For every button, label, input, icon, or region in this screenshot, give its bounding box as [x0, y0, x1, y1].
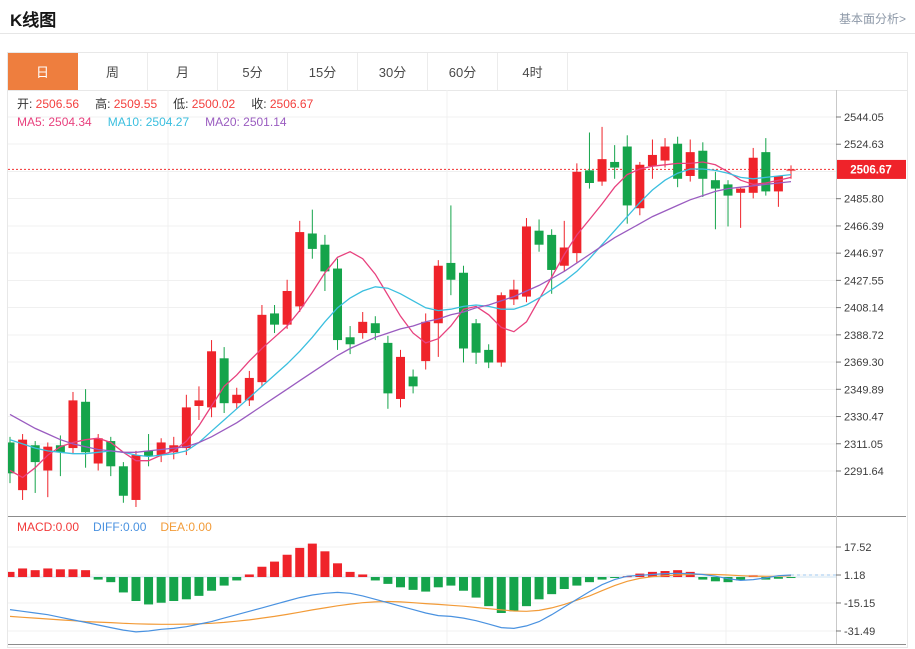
ohlc-item-value: 2506.67 — [266, 97, 314, 111]
price-axis-label: 2349.89 — [844, 384, 884, 396]
macd-legend-item-1: DIFF:0.00 — [93, 520, 147, 534]
page-title: K线图 — [10, 11, 57, 30]
dea-line — [9, 573, 792, 625]
kline-widget: 日周月 5分 15分 30分 60分 4时 开: 2506.56 高: 2509.55 低: … — [7, 52, 908, 648]
ma-item-value: 2501.14 — [239, 115, 287, 129]
ohlc-item-3: 收: 2506.67 — [251, 97, 313, 111]
ma-legend: MA5: 2504.34 MA10: 2504.27 MA20: 2501.14 — [17, 115, 303, 129]
macd-axis-label: -15.15 — [844, 598, 875, 610]
ma-item-value: 2504.27 — [142, 115, 190, 129]
ohlc-item-2: 低: 2500.02 — [173, 97, 235, 111]
tab-1w[interactable]: 周 — [78, 53, 148, 90]
fundamental-analysis-link[interactable]: 基本面分析> — [838, 12, 906, 26]
price-axis-label: 2291.64 — [844, 466, 884, 478]
tab-60m[interactable]: 60分 — [428, 53, 498, 90]
price-axis-labels: 2544.05 2524.63 2485.80 2466.39 2446.97 2427.… — [836, 112, 884, 638]
macd-legend: MACD:0.00 DIFF:0.00 DEA:0.00 — [17, 520, 226, 534]
macd-axis-label: -31.49 — [844, 626, 875, 638]
price-axis-label: 2388.72 — [844, 330, 884, 342]
ohlc-item-label: 开: — [17, 97, 33, 111]
ohlc-item-label: 收: — [251, 97, 267, 111]
ohlc-item-label: 高: — [95, 97, 111, 111]
price-axis-label: 2485.80 — [844, 194, 884, 206]
ma5-line — [9, 161, 792, 479]
diff-line — [9, 572, 792, 633]
price-axis-label: 2408.14 — [844, 303, 884, 315]
ma-item-1: MA10: 2504.27 — [108, 115, 189, 129]
price-axis-label: 2330.47 — [844, 412, 884, 424]
ma-item-2: MA20: 2501.14 — [205, 115, 286, 129]
price-axis-label: 2446.97 — [844, 248, 884, 260]
title-divider — [0, 33, 915, 34]
kline-chart-canvas[interactable]: 2544.05 2524.63 2485.80 2466.39 2446.97 2427.… — [8, 90, 907, 646]
macd-axis-label: 1.18 — [844, 570, 865, 582]
price-axis-label: 2427.55 — [844, 275, 884, 287]
ohlc-item-value: 2509.55 — [110, 97, 158, 111]
price-axis-label: 2544.05 — [844, 112, 884, 124]
tab-1m[interactable]: 月 — [148, 53, 218, 90]
ohlc-item-1: 高: 2509.55 — [95, 97, 157, 111]
ma-item-label: MA5: — [17, 115, 46, 129]
ma20-line — [9, 180, 792, 453]
ohlc-item-0: 开: 2506.56 — [17, 97, 79, 111]
current-price-badge-text: 2506.67 — [850, 164, 892, 176]
price-axis-label: 2369.30 — [844, 357, 884, 369]
ma-item-label: MA10: — [107, 115, 143, 129]
ohlc-item-value: 2500.02 — [188, 97, 236, 111]
ohlc-item-value: 2506.56 — [32, 97, 80, 111]
price-axis-label: 2311.05 — [844, 439, 883, 451]
ohlc-item-label: 低: — [173, 97, 189, 111]
price-axis-label: 2466.39 — [844, 221, 884, 233]
tab-15m[interactable]: 15分 — [288, 53, 358, 90]
ma-item-0: MA5: 2504.34 — [17, 115, 92, 129]
period-tab-bar: 日周月 5分 15分 30分 60分 4时 — [8, 53, 907, 91]
ma10-line — [9, 168, 792, 458]
current-price-badge: 2506.67 — [837, 159, 906, 179]
ma-item-label: MA20: — [205, 115, 240, 129]
macd-legend-item-2: DEA:0.00 — [160, 520, 212, 534]
ma-item-value: 2504.34 — [45, 115, 92, 129]
price-axis-label: 2524.63 — [844, 139, 884, 151]
macd-axis-label: 17.52 — [844, 542, 872, 554]
gridlines — [8, 90, 836, 644]
macd-legend-item-0: MACD:0.00 — [17, 520, 80, 534]
tab-30m[interactable]: 30分 — [358, 53, 428, 90]
tab-1d[interactable]: 日 — [8, 53, 78, 90]
tab-4h[interactable]: 4时 — [498, 53, 568, 90]
ohlc-legend: 开: 2506.56 高: 2509.55 低: 2500.02 收: 2506.67 — [17, 95, 329, 112]
tab-5m[interactable]: 5分 — [218, 53, 288, 90]
